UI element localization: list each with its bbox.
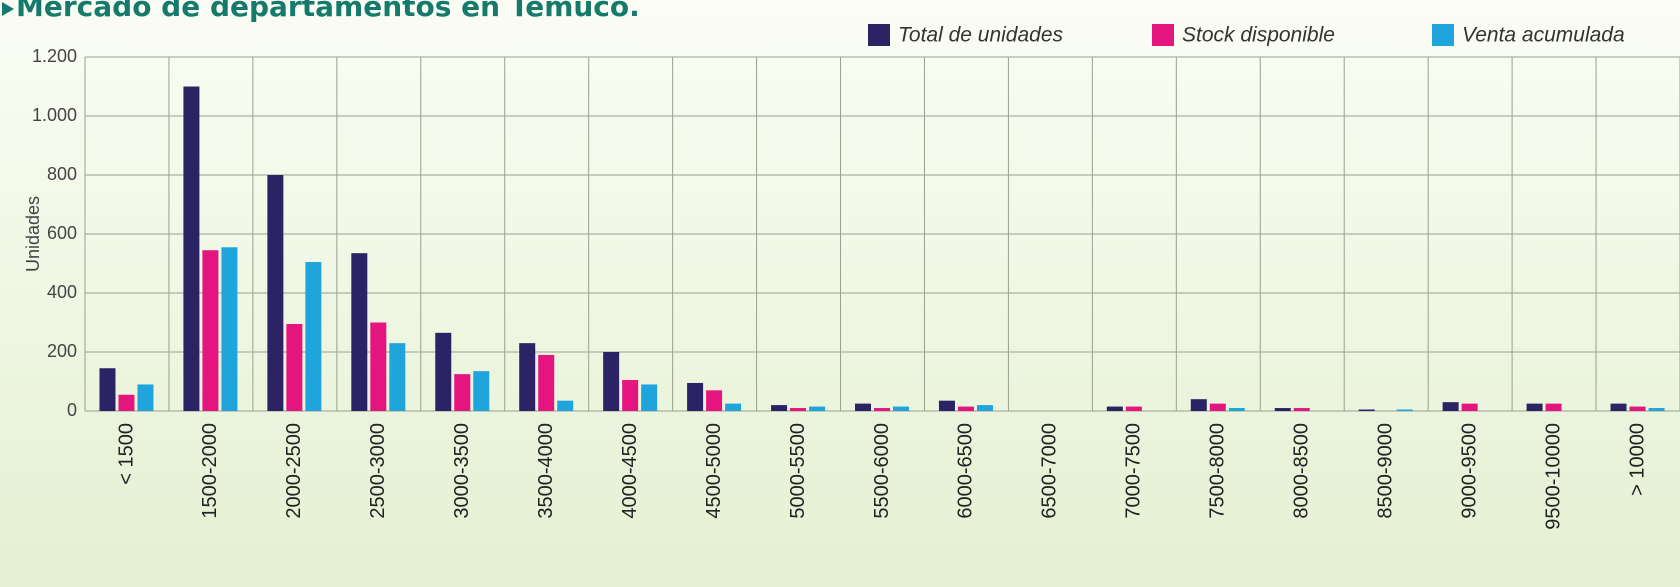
x-tick-label: 8500-9000	[1374, 423, 1396, 519]
x-tick-label: 6500-7000	[1039, 423, 1061, 519]
bar	[435, 332, 452, 411]
legend-label: Total de unidades	[898, 24, 1064, 47]
bar	[1526, 403, 1543, 411]
bar	[473, 371, 490, 411]
bar	[221, 247, 238, 411]
y-tick-label: 600	[47, 223, 77, 243]
bar	[351, 253, 368, 411]
x-tick-label: < 1500	[115, 423, 137, 485]
bar	[1396, 409, 1413, 411]
legend-swatch	[868, 24, 890, 46]
bar	[938, 400, 955, 411]
bar	[1442, 402, 1459, 411]
legend-label: Venta acumulada	[1462, 24, 1625, 47]
bar	[874, 408, 890, 411]
bar	[1610, 403, 1627, 411]
y-axis-title: Unidades	[23, 196, 43, 272]
bar	[1190, 399, 1207, 411]
bar	[725, 403, 742, 411]
bar	[641, 384, 658, 411]
bar	[389, 343, 406, 411]
bar	[183, 86, 200, 411]
title-marker	[2, 2, 14, 16]
bar	[1358, 409, 1375, 411]
bar	[687, 382, 704, 411]
x-tick-label: 1500-2000	[199, 423, 221, 519]
bar	[706, 390, 723, 411]
x-tick-label: 9500-10000	[1542, 423, 1564, 530]
bar	[1274, 408, 1291, 411]
bar	[1293, 408, 1310, 411]
y-tick-label: 400	[47, 282, 77, 302]
bar	[519, 343, 536, 411]
bar	[1209, 403, 1226, 411]
x-tick-label: 4500-5000	[703, 423, 725, 519]
legend-swatch	[1152, 24, 1174, 46]
x-tick-label: 7000-7500	[1123, 423, 1145, 519]
bar	[99, 368, 116, 411]
x-tick-label: 8000-8500	[1291, 423, 1313, 519]
bar	[370, 322, 387, 411]
y-tick-label: 1.200	[32, 46, 77, 66]
bar	[267, 175, 284, 411]
bar	[454, 374, 471, 411]
bar	[1125, 406, 1142, 411]
x-tick-label: > 10000	[1626, 423, 1648, 496]
bar	[1629, 406, 1646, 411]
bar	[1648, 408, 1665, 411]
y-tick-label: 200	[47, 341, 77, 361]
bar	[1228, 408, 1245, 411]
bar	[1545, 403, 1562, 411]
bar	[118, 394, 135, 411]
bar	[790, 408, 807, 411]
bar	[957, 406, 974, 411]
bar	[603, 352, 620, 411]
bar	[622, 380, 639, 411]
x-tick-label: 6000-6500	[955, 423, 977, 519]
bar	[893, 406, 909, 411]
legend-label: Stock disponible	[1182, 24, 1335, 47]
y-tick-label: 1.000	[32, 105, 77, 125]
x-tick-label: 2000-2500	[283, 423, 305, 519]
x-tick-label: 2500-3000	[367, 423, 389, 519]
y-tick-label: 0	[67, 400, 77, 420]
bar	[1106, 406, 1123, 411]
bar	[771, 405, 788, 411]
x-tick-label: 4000-4500	[619, 423, 641, 519]
bar	[202, 250, 219, 411]
x-tick-label: 5500-6000	[871, 423, 893, 519]
x-tick-label: 9000-9500	[1458, 423, 1480, 519]
legend-swatch	[1432, 24, 1454, 46]
x-tick-label: 5000-5500	[787, 423, 809, 519]
bar	[305, 262, 322, 411]
x-tick-label: 7500-8000	[1207, 423, 1229, 519]
bar	[855, 403, 871, 411]
bar	[137, 384, 154, 411]
bar	[557, 400, 574, 411]
x-tick-label: 3000-3500	[451, 423, 473, 519]
x-tick-label: 3500-4000	[535, 423, 557, 519]
bar	[286, 323, 303, 411]
bar	[538, 354, 555, 411]
chart-title: Mercado de departamentos en Temuco.	[16, 0, 640, 23]
y-tick-label: 800	[47, 164, 77, 184]
bar	[976, 405, 993, 411]
bar	[809, 406, 826, 411]
bar	[1461, 403, 1478, 411]
